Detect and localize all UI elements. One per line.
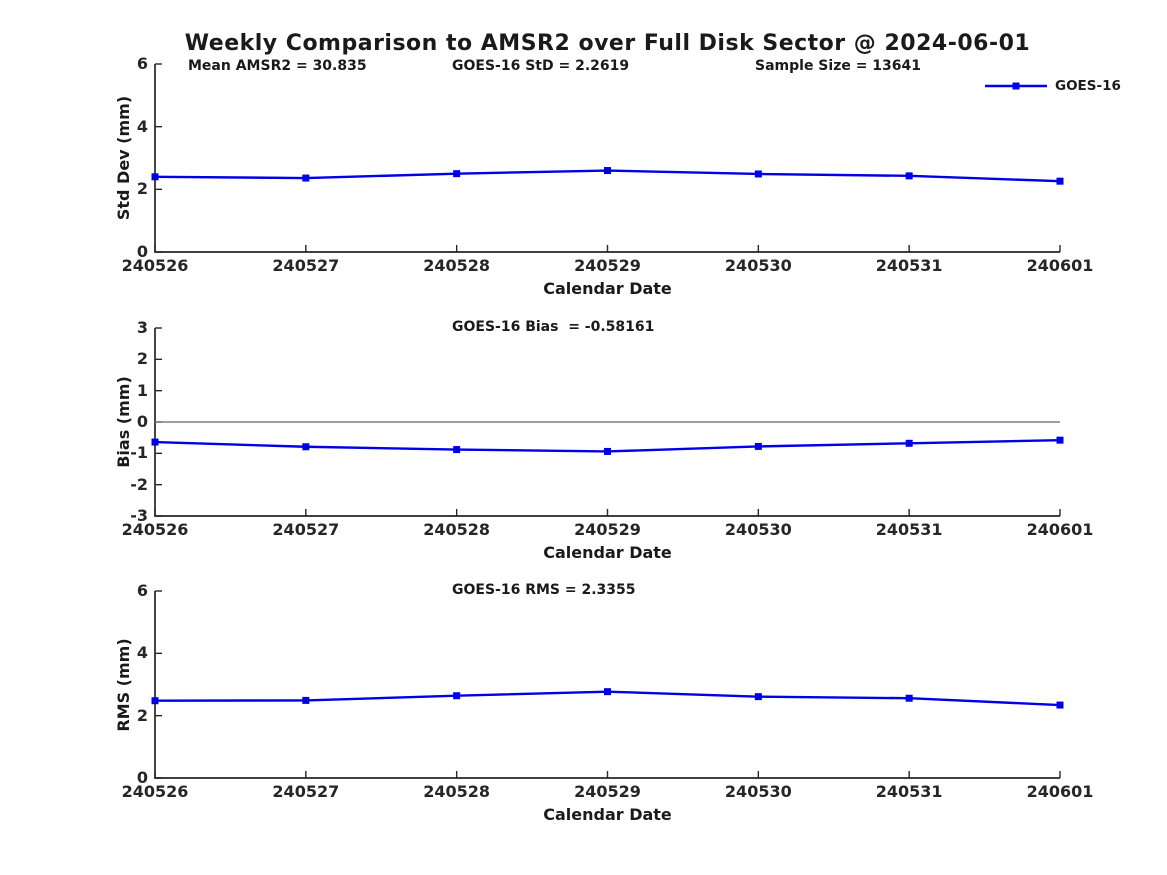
legend-label: GOES-16: [1055, 78, 1121, 94]
x-tick-label: 240527: [272, 782, 340, 801]
x-tick-label: 240530: [724, 520, 792, 539]
y-tick-label: -1: [130, 443, 148, 463]
x-tick-label: 240527: [272, 520, 340, 539]
x-tick-label: 240601: [1026, 520, 1094, 539]
x-tick-label: 240528: [423, 782, 491, 801]
y-tick-label: 0: [136, 768, 148, 787]
y-tick-label: 0: [136, 412, 148, 431]
legend: GOES-16: [983, 78, 1121, 94]
y-tick-label: 2: [136, 179, 148, 199]
legend-line-marker-icon: [985, 82, 1047, 90]
x-tick-label: 240531: [875, 256, 943, 275]
x-axis-label: Calendar Date: [543, 805, 672, 824]
x-tick-label: 240529: [574, 256, 641, 275]
x-tick-label: 240526: [121, 520, 189, 539]
x-tick-label: 240531: [875, 782, 943, 801]
x-axis-label: Calendar Date: [543, 543, 672, 562]
y-tick-label: 1: [136, 380, 148, 400]
x-tick-label: 240530: [724, 782, 792, 801]
x-tick-label: 240601: [1026, 782, 1094, 801]
stat-annotation: Sample Size = 13641: [755, 58, 922, 74]
x-tick-label: 240529: [574, 782, 641, 801]
y-tick-label: 2: [136, 705, 148, 725]
x-axis-label: Calendar Date: [543, 279, 672, 298]
stat-annotation: GOES-16 Bias = -0.58161: [452, 319, 655, 335]
y-axis-label: RMS (mm): [114, 637, 133, 732]
x-tick-label: 240527: [272, 256, 340, 275]
y-tick-label: 6: [136, 54, 148, 73]
x-tick-label: 240526: [121, 782, 189, 801]
stat-annotation: Mean AMSR2 = 30.835: [188, 58, 367, 74]
figure-title: Weekly Comparison to AMSR2 over Full Dis…: [184, 31, 1031, 56]
stat-annotation: GOES-16 RMS = 2.3355: [452, 582, 636, 598]
y-tick-label: -3: [130, 506, 148, 525]
y-tick-label: 0: [136, 242, 148, 261]
y-tick-label: 2: [136, 349, 148, 369]
y-tick-label: 4: [136, 643, 148, 663]
y-tick-label: -2: [130, 474, 148, 494]
x-tick-label: 240601: [1026, 256, 1094, 275]
x-tick-label: 240531: [875, 520, 943, 539]
y-tick-label: 6: [136, 581, 148, 600]
y-tick-label: 3: [136, 318, 148, 337]
x-tick-label: 240528: [423, 256, 491, 275]
y-tick-label: 4: [136, 116, 148, 136]
x-tick-label: 240530: [724, 256, 792, 275]
x-tick-label: 240529: [574, 520, 641, 539]
x-tick-label: 240526: [121, 256, 189, 275]
x-tick-label: 240528: [423, 520, 491, 539]
stat-annotation: GOES-16 StD = 2.2619: [452, 58, 630, 74]
y-axis-label: Bias (mm): [114, 376, 133, 468]
y-axis-label: Std Dev (mm): [114, 95, 133, 221]
